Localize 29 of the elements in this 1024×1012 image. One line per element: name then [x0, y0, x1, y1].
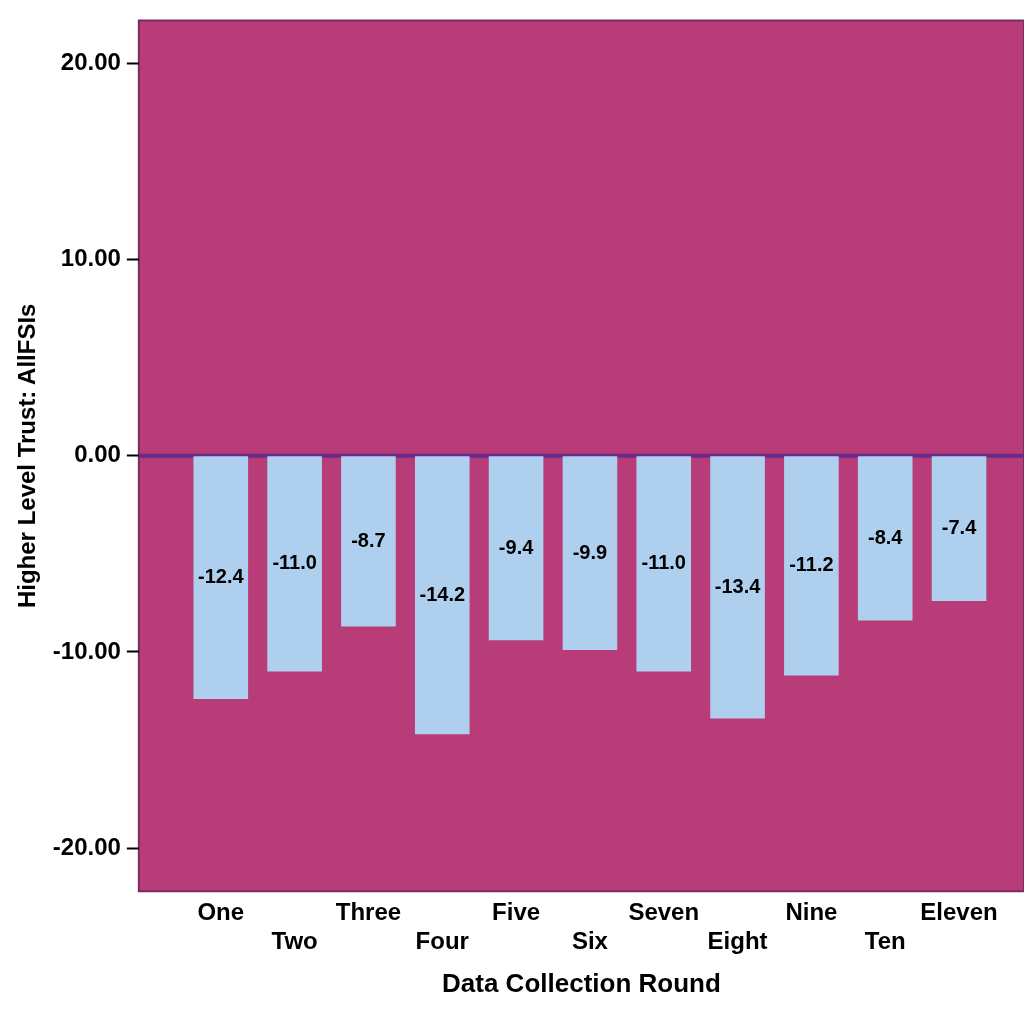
data-label: -8.7: [351, 528, 386, 551]
x-tick-label: Three: [335, 898, 402, 926]
x-tick-label: Nine: [785, 898, 838, 926]
data-label: -12.4: [198, 565, 245, 588]
data-label: -14.2: [419, 582, 466, 605]
x-tick-label: Eight: [707, 927, 768, 955]
x-tick-label: Four: [415, 927, 469, 955]
y-tick-label: 0.00: [74, 440, 121, 468]
x-axis-title: Data Collection Round: [442, 967, 721, 998]
x-tick-label: Six: [571, 927, 609, 955]
data-label: -11.0: [641, 551, 686, 574]
y-tick-label: -20.00: [52, 832, 121, 860]
y-tick-label: 20.00: [60, 48, 121, 76]
data-label: -8.4: [867, 525, 904, 548]
y-tick-label: -10.00: [52, 636, 121, 664]
x-tick-label: One: [197, 898, 245, 926]
data-label: -13.4: [714, 574, 762, 597]
y-tick-label: 10.00: [60, 244, 121, 272]
y-axis-title: Higher Level Trust: AllFSIs: [13, 303, 41, 609]
data-label: -7.4: [941, 516, 978, 539]
data-label: -9.4: [498, 535, 535, 558]
data-label: -11.2: [789, 553, 834, 576]
data-label: -11.0: [272, 551, 317, 574]
x-tick-label: Seven: [628, 898, 700, 926]
x-tick-label: Ten: [864, 927, 906, 955]
x-tick-label: Two: [271, 927, 318, 955]
x-tick-label: Eleven: [920, 898, 998, 926]
data-label: -9.9: [572, 540, 608, 563]
x-tick-label: Five: [492, 898, 541, 926]
